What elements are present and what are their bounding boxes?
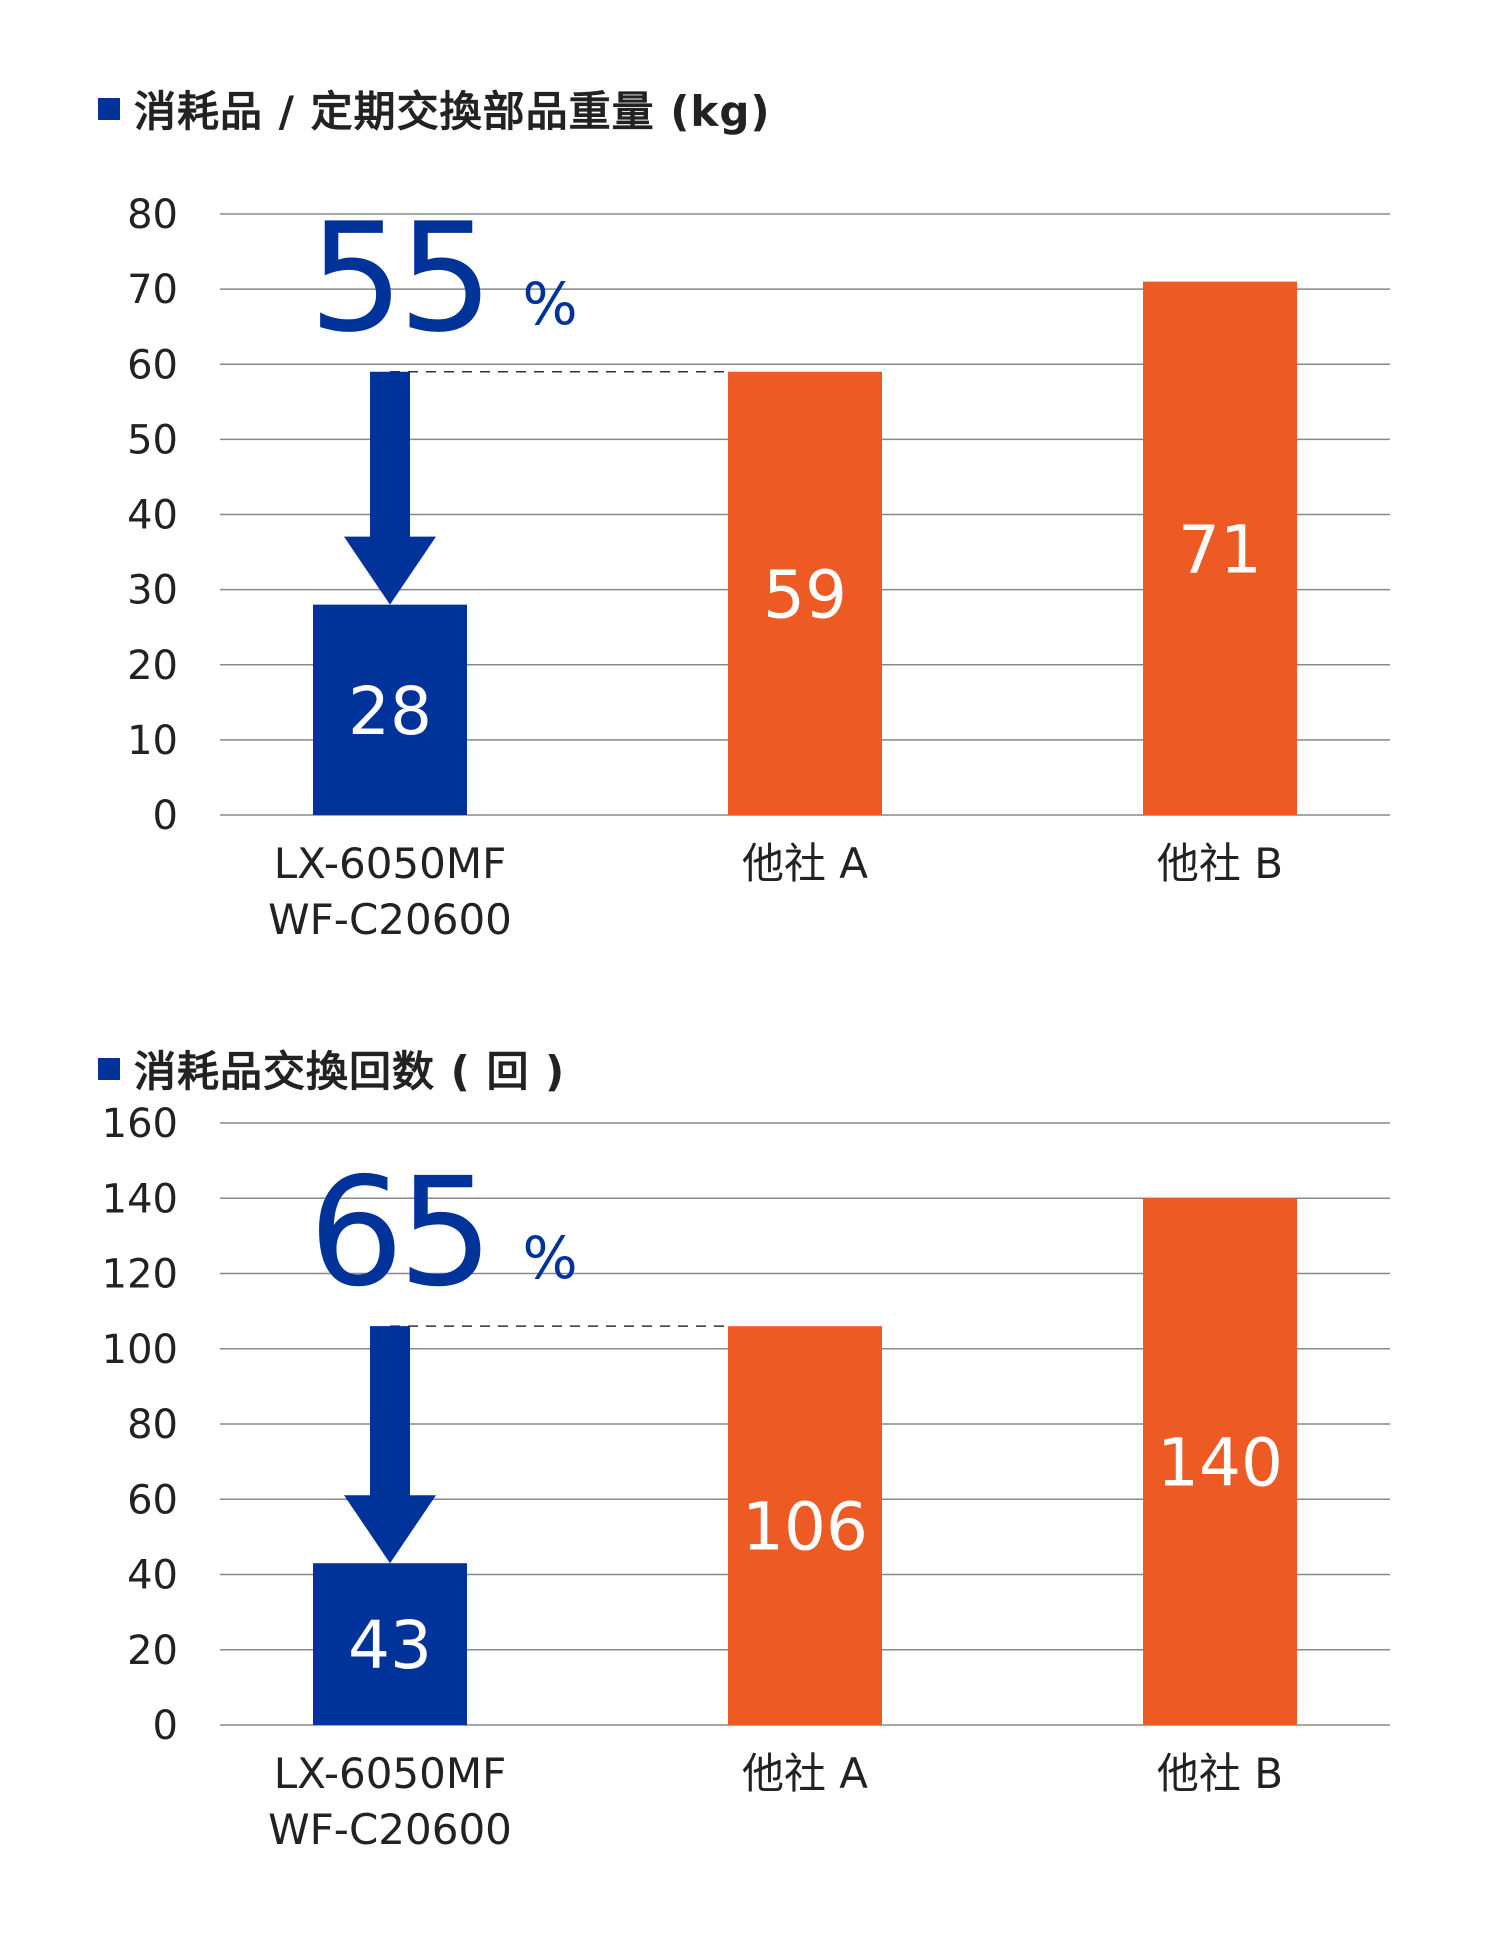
bar (1143, 281, 1297, 815)
chart-title-row: 消耗品交換回数 ( 回 ) (98, 1038, 565, 1099)
bar (313, 1563, 467, 1725)
square-bullet-icon (98, 97, 120, 120)
category-label: 他社 A (742, 1749, 868, 1798)
weight-chart: 消耗品 / 定期交換部品重量 (kg) 0 10 20 30 40 50 60 70 80 28 L… (98, 78, 1390, 944)
data-label: 28 (348, 673, 432, 750)
weight-chart-plot: 0 10 20 30 40 50 60 70 80 28 LX-6050MF WF-C20600 59 他… (127, 192, 1390, 944)
data-label: 140 (1157, 1425, 1283, 1502)
arrow-down-icon (344, 371, 436, 605)
replacement-count-chart: 消耗品交換回数 ( 回 ) 0 20 40 60 80 100 120 140 160 43 LX-… (0, 980, 1500, 1946)
y-tick-label: 140 (102, 1176, 178, 1222)
bar (313, 604, 467, 815)
y-tick-label: 40 (127, 1553, 178, 1599)
bar (1143, 1198, 1297, 1725)
y-tick-label: 60 (127, 1477, 178, 1523)
category-label: 他社 A (742, 839, 868, 888)
y-tick-label: 0 (153, 1703, 178, 1749)
y-tick-label: 80 (127, 192, 178, 238)
category-label: 他社 B (1157, 839, 1283, 888)
category-label: 他社 B (1157, 1749, 1283, 1798)
bar (728, 371, 882, 815)
y-tick-label: 20 (127, 1628, 178, 1674)
y-tick-label: 40 (127, 493, 178, 539)
square-bullet-icon (98, 1057, 120, 1080)
y-tick-label: 80 (127, 1402, 178, 1448)
category-label: LX-6050MF (274, 1749, 507, 1798)
reduction-percentage: 55 (309, 192, 488, 366)
y-tick-label: 0 (153, 793, 178, 839)
data-label: 43 (348, 1607, 432, 1684)
percent-unit: % (522, 1224, 577, 1292)
replacement-count-chart-plot: 0 20 40 60 80 100 120 140 160 43 LX-6050MF WF-C2060… (102, 1101, 1390, 1854)
reduction-percentage: 65 (309, 1146, 488, 1320)
data-label: 71 (1178, 511, 1262, 588)
chart-title: 消耗品交換回数 ( 回 ) (134, 1047, 566, 1096)
category-label: LX-6050MF (274, 839, 507, 888)
chart-title: 消耗品 / 定期交換部品重量 (kg) (134, 87, 771, 136)
y-tick-label: 60 (127, 342, 178, 388)
data-label: 59 (763, 556, 847, 633)
y-tick-label: 70 (127, 267, 178, 313)
category-label: WF-C20600 (268, 1805, 512, 1854)
chart-title-row: 消耗品 / 定期交換部品重量 (kg) (98, 78, 771, 139)
percent-unit: % (522, 270, 577, 338)
bar (728, 1326, 882, 1725)
y-tick-label: 120 (102, 1252, 178, 1298)
category-label: WF-C20600 (268, 895, 512, 944)
y-tick-label: 50 (127, 417, 178, 463)
arrow-down-icon (344, 1326, 436, 1564)
y-tick-label: 30 (127, 568, 178, 614)
y-tick-label: 160 (102, 1101, 178, 1147)
y-tick-label: 100 (102, 1327, 178, 1373)
data-label: 106 (742, 1489, 868, 1566)
y-tick-label: 20 (127, 643, 178, 689)
y-tick-label: 10 (127, 718, 178, 764)
